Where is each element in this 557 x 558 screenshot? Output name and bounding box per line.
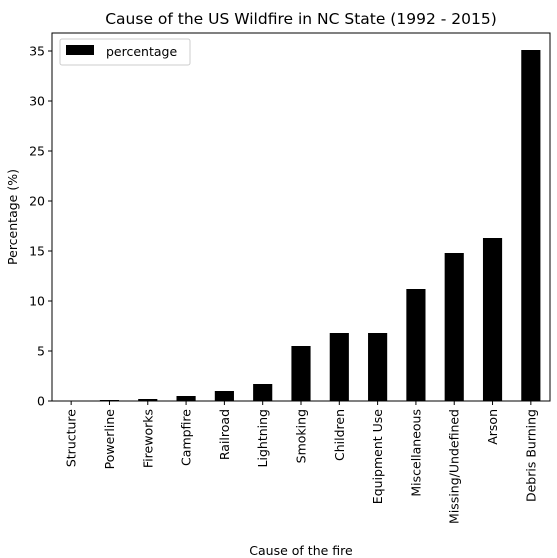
x-axis-label: Cause of the fire <box>249 543 353 558</box>
y-tick-label: 5 <box>37 344 45 359</box>
x-tick-label: Missing/Undefined <box>447 409 462 524</box>
x-tick-label: Arson <box>485 409 500 445</box>
plot-frame <box>51 32 551 402</box>
x-tick-label: Children <box>332 409 347 461</box>
y-tick-label: 25 <box>29 144 45 159</box>
bar-smoking <box>291 346 311 401</box>
y-axis: 0 5 10 15 20 25 30 35 <box>29 44 52 409</box>
y-tick-label: 20 <box>29 194 45 209</box>
y-tick-label: 30 <box>29 94 45 109</box>
y-tick-label: 0 <box>37 394 45 409</box>
bar-fireworks <box>138 399 158 401</box>
legend: percentage <box>59 38 191 66</box>
bar-equipment-use <box>368 333 388 401</box>
bar-children <box>329 333 349 401</box>
bar-lightning <box>253 384 273 401</box>
bar-arson <box>482 238 503 401</box>
bar-missing-undefined <box>444 253 464 401</box>
x-tick-label: Campfire <box>179 409 194 466</box>
x-axis: Structure Powerline Fireworks Campfire Railr… <box>64 401 538 524</box>
bar-debris-burning <box>521 50 541 401</box>
legend-label: percentage <box>106 44 177 59</box>
x-tick-label: Miscellaneous <box>408 409 423 497</box>
legend-swatch <box>66 45 94 55</box>
y-tick-label: 35 <box>29 44 45 59</box>
bar-railroad <box>214 391 234 401</box>
y-axis-label: Percentage (%) <box>5 169 20 265</box>
x-tick-label: Lightning <box>255 409 270 467</box>
x-tick-label: Fireworks <box>140 409 155 468</box>
bars <box>61 50 541 401</box>
y-tick-label: 15 <box>29 244 45 259</box>
chart-title: Cause of the US Wildfire in NC State (19… <box>105 10 497 28</box>
y-tick-label: 10 <box>29 294 45 309</box>
bar-campfire <box>176 396 196 401</box>
x-tick-label: Structure <box>64 409 79 467</box>
x-tick-label: Equipment Use <box>370 409 385 504</box>
bar-miscellaneous <box>406 289 426 401</box>
x-tick-label: Debris Burning <box>523 409 538 502</box>
x-tick-label: Railroad <box>217 409 232 460</box>
x-tick-label: Powerline <box>102 409 117 470</box>
x-tick-label: Smoking <box>294 409 309 463</box>
